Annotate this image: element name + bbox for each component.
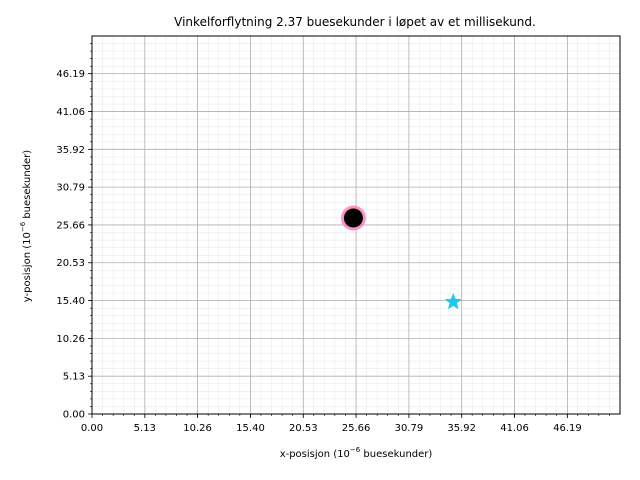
- y-tick-label: 0.00: [63, 410, 85, 421]
- circle-marker: [343, 208, 363, 228]
- x-tick-label: 35.92: [447, 423, 476, 434]
- x-tick-label: 20.53: [289, 423, 318, 434]
- x-tick-label: 0.00: [81, 423, 103, 434]
- data-marks: [340, 205, 463, 310]
- y-tick-label: 35.92: [56, 145, 85, 156]
- x-tick-label: 41.06: [500, 423, 529, 434]
- y-tick-label: 5.13: [63, 372, 85, 383]
- y-tick-label: 15.40: [56, 296, 85, 307]
- y-tick-label: 20.53: [56, 258, 85, 269]
- y-tick-label: 46.19: [56, 69, 85, 80]
- y-tick-label: 30.79: [56, 183, 85, 194]
- y-tick-label: 41.06: [56, 107, 85, 118]
- y-axis-label: y-posisjon (10−6 buesekunder): [19, 150, 33, 303]
- y-tick-label: 25.66: [56, 220, 85, 231]
- x-tick-label: 30.79: [395, 423, 424, 434]
- star-marker: [444, 292, 463, 310]
- x-tick-label: 10.26: [183, 423, 212, 434]
- chart-title: Vinkelforflytning 2.37 buesekunder i løp…: [174, 15, 536, 29]
- x-tick-label: 25.66: [342, 423, 371, 434]
- ticks: 0.00 5.13 10.26 15.40 20.53 25.66 30.79 35.92 41…: [56, 43, 610, 434]
- x-axis-label: x-posisjon (10−6 buesekunder): [280, 446, 433, 460]
- y-tick-label: 10.26: [56, 334, 85, 345]
- x-tick-label: 15.40: [236, 423, 265, 434]
- x-tick-label: 5.13: [134, 423, 156, 434]
- x-tick-label: 46.19: [553, 423, 582, 434]
